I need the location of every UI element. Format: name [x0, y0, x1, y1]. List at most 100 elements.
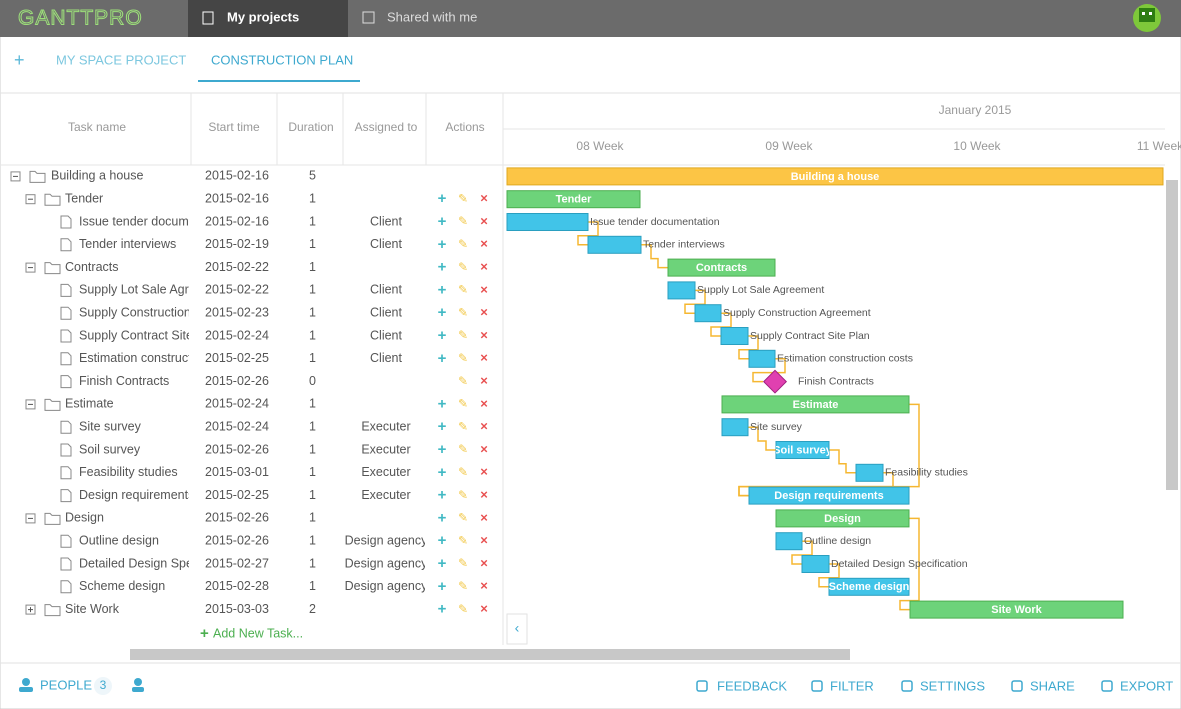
project-tab[interactable]: MY SPACE PROJECT — [56, 52, 186, 67]
action-add[interactable]: + — [438, 441, 447, 458]
action-add[interactable]: + — [438, 487, 447, 504]
footer-button[interactable]: SETTINGS — [920, 678, 985, 693]
column-header[interactable]: Duration — [288, 120, 333, 134]
action-delete[interactable]: × — [480, 396, 488, 411]
action-edit[interactable]: ✎ — [458, 533, 468, 547]
action-edit[interactable]: ✎ — [458, 374, 468, 388]
task-bar[interactable] — [775, 441, 830, 459]
action-add[interactable]: + — [438, 304, 447, 321]
action-delete[interactable]: × — [480, 578, 488, 593]
action-add[interactable]: + — [438, 190, 447, 207]
action-delete[interactable]: × — [480, 555, 488, 570]
action-edit[interactable]: ✎ — [458, 579, 468, 593]
action-add[interactable]: + — [438, 418, 447, 435]
action-edit[interactable]: ✎ — [458, 556, 468, 570]
task-name[interactable]: Soil survey — [79, 442, 141, 456]
task-bar[interactable] — [720, 327, 749, 345]
action-delete[interactable]: × — [480, 419, 488, 434]
task-bar[interactable] — [855, 463, 884, 482]
add-project[interactable]: + — [14, 50, 25, 70]
action-edit[interactable]: ✎ — [458, 442, 468, 456]
action-edit[interactable]: ✎ — [458, 419, 468, 433]
task-name[interactable]: Estimate — [65, 397, 114, 411]
action-edit[interactable]: ✎ — [458, 465, 468, 479]
action-add[interactable]: + — [438, 464, 447, 481]
column-header[interactable]: Actions — [445, 120, 484, 134]
task-name[interactable]: Issue tender documentation — [79, 214, 233, 228]
task-name[interactable]: Finish Contracts — [79, 374, 169, 388]
v-scroll-thumb[interactable] — [1166, 180, 1178, 490]
action-delete[interactable]: × — [480, 350, 488, 365]
action-edit[interactable]: ✎ — [458, 328, 468, 342]
action-add[interactable]: + — [438, 509, 447, 526]
task-name[interactable]: Site Work — [65, 602, 120, 616]
action-delete[interactable]: × — [480, 213, 488, 228]
action-delete[interactable]: × — [480, 259, 488, 274]
action-delete[interactable]: × — [480, 533, 488, 548]
task-bar[interactable] — [721, 395, 910, 414]
action-edit[interactable]: ✎ — [458, 191, 468, 205]
action-delete[interactable]: × — [480, 601, 488, 616]
task-name[interactable]: Design requirements — [79, 488, 194, 502]
action-delete[interactable]: × — [480, 487, 488, 502]
task-bar[interactable] — [587, 235, 642, 254]
action-delete[interactable]: × — [480, 464, 488, 479]
task-name[interactable]: Supply Construction Agreement — [79, 305, 255, 319]
collapse-button[interactable] — [506, 613, 528, 645]
task-bar[interactable] — [506, 190, 641, 209]
footer-button[interactable]: EXPORT — [1120, 678, 1173, 693]
footer-button[interactable]: FILTER — [830, 678, 874, 693]
column-header[interactable]: Assigned to — [355, 120, 418, 134]
task-bar[interactable] — [748, 349, 776, 368]
action-add[interactable]: + — [438, 532, 447, 549]
action-delete[interactable]: × — [480, 236, 488, 251]
action-delete[interactable]: × — [480, 327, 488, 342]
active-tab-bg[interactable] — [188, 0, 348, 37]
action-add[interactable]: + — [438, 395, 447, 412]
task-name[interactable]: Tender — [65, 191, 103, 205]
action-add[interactable]: + — [438, 327, 447, 344]
action-add[interactable]: + — [438, 578, 447, 595]
task-name[interactable]: Detailed Design Specification — [79, 556, 242, 570]
task-name[interactable]: Supply Contract Site Plan — [79, 328, 221, 342]
task-bar[interactable] — [748, 486, 910, 505]
logo[interactable]: GANTTPRO — [18, 6, 143, 30]
project-tab-active[interactable]: CONSTRUCTION PLAN — [211, 52, 353, 67]
action-edit[interactable]: ✎ — [458, 237, 468, 251]
action-edit[interactable]: ✎ — [458, 260, 468, 274]
action-delete[interactable]: × — [480, 191, 488, 206]
task-bar[interactable] — [506, 167, 1164, 186]
task-name[interactable]: Tender interviews — [79, 237, 176, 251]
action-add[interactable]: + — [438, 555, 447, 572]
task-bar[interactable] — [667, 281, 696, 300]
action-edit[interactable]: ✎ — [458, 602, 468, 616]
task-bar[interactable] — [801, 555, 830, 573]
action-delete[interactable]: × — [480, 373, 488, 388]
action-add[interactable]: + — [438, 259, 447, 276]
action-edit[interactable]: ✎ — [458, 351, 468, 365]
tab-shared[interactable]: Shared with me — [387, 9, 477, 24]
task-bar[interactable] — [694, 304, 722, 323]
footer-button[interactable]: FEEDBACK — [717, 678, 787, 693]
action-add[interactable]: + — [438, 236, 447, 253]
action-delete[interactable]: × — [480, 305, 488, 320]
action-add[interactable]: + — [438, 213, 447, 230]
milestone[interactable] — [762, 369, 788, 394]
task-bar[interactable] — [909, 600, 1124, 619]
task-name[interactable]: Scheme design — [79, 579, 165, 593]
action-edit[interactable]: ✎ — [458, 283, 468, 297]
action-edit[interactable]: ✎ — [458, 214, 468, 228]
task-name[interactable]: Supply Lot Sale Agreement — [79, 283, 231, 297]
action-add[interactable]: + — [438, 281, 447, 298]
task-name[interactable]: Feasibility studies — [79, 465, 178, 479]
action-edit[interactable]: ✎ — [458, 511, 468, 525]
task-name[interactable]: Site survey — [79, 419, 142, 433]
action-add[interactable]: + — [438, 601, 447, 618]
add-task[interactable]: Add New Task... — [213, 626, 303, 640]
user-icon[interactable] — [132, 678, 144, 692]
action-add[interactable]: + — [438, 350, 447, 367]
add-icon[interactable]: + — [200, 625, 209, 642]
people-button[interactable]: PEOPLE — [40, 677, 92, 692]
task-name[interactable]: Design — [65, 511, 104, 525]
action-delete[interactable]: × — [480, 441, 488, 456]
